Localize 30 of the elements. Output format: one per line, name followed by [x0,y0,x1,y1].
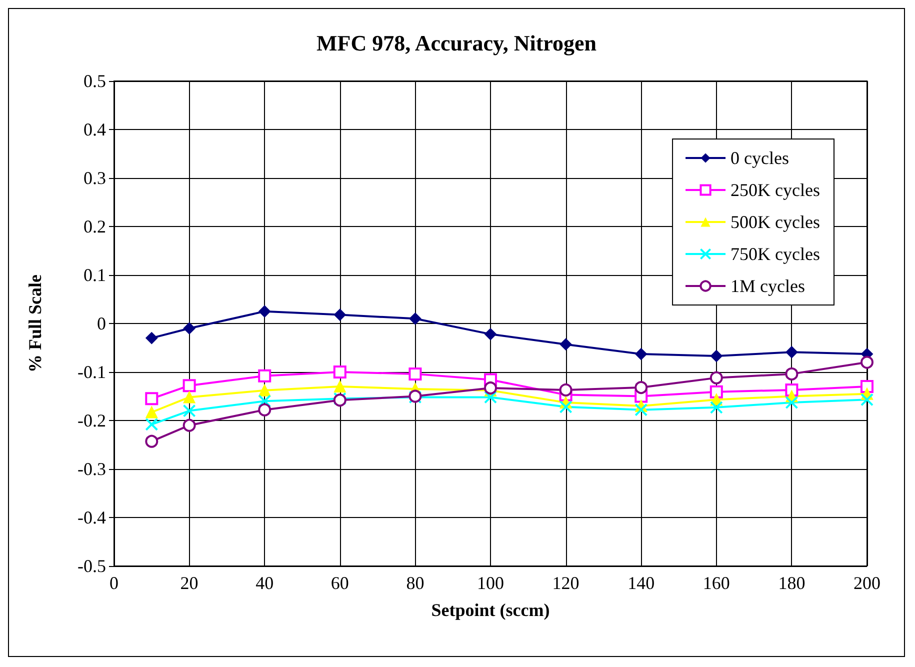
legend-label: 750K cycles [730,244,820,264]
y-tick-label: 0.1 [84,265,106,285]
y-tick-label: 0.3 [84,168,106,188]
x-tick-label: 100 [477,573,504,593]
y-tick-label: -0.2 [78,410,106,430]
y-tick-label: 0.5 [84,71,106,91]
legend-label: 0 cycles [730,148,790,168]
y-tick-label: -0.3 [78,459,106,479]
x-tick-label: 120 [552,573,580,593]
y-tick-label: 0 [97,314,106,334]
x-tick-label: 180 [778,573,806,593]
y-axis-title: % Full Scale [25,274,45,372]
x-tick-label: 160 [702,573,730,593]
x-tick-label: 80 [406,573,424,593]
x-tick-label: 60 [330,573,349,593]
x-tick-label: 20 [180,573,198,593]
y-tick-label: -0.1 [78,362,106,382]
x-tick-label: 200 [854,573,880,593]
chart-title: MFC 978, Accuracy, Nitrogen [316,30,597,56]
legend-label: 250K cycles [730,180,820,200]
x-axis-title: Setpoint (sccm) [431,600,550,620]
x-tick-label: 0 [110,573,118,593]
legend-label: 500K cycles [730,212,820,232]
legend-label: 1M cycles [730,276,806,296]
x-tick-label: 40 [256,573,274,593]
x-tick-label: 140 [628,573,655,593]
y-tick-label: 0.2 [84,216,106,236]
y-tick-label: -0.4 [78,508,106,528]
y-tick-label: -0.5 [78,556,106,576]
y-tick-label: 0.4 [84,120,106,140]
